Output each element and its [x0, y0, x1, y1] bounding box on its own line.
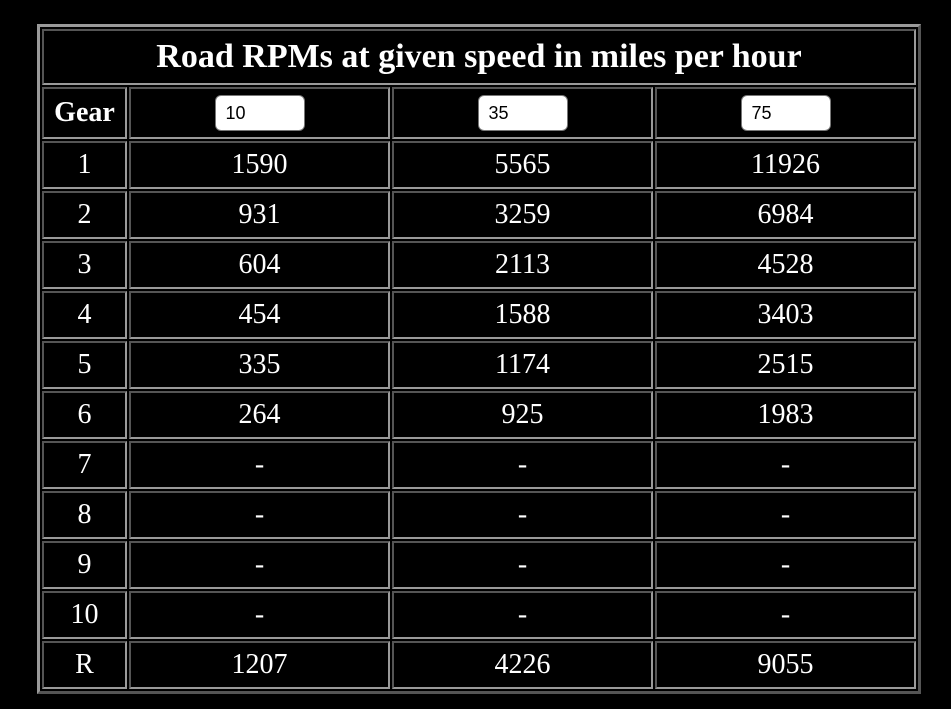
table-row: 10 - - -: [42, 591, 916, 639]
rpm-cell: 335: [129, 341, 390, 389]
table-row: 3 604 2113 4528: [42, 241, 916, 289]
speed-header-cell: [655, 87, 916, 139]
table-row: R 1207 4226 9055: [42, 641, 916, 689]
speed-input-3[interactable]: [740, 95, 831, 131]
rpm-table: Road RPMs at given speed in miles per ho…: [37, 24, 921, 694]
table-row: 5 335 1174 2515: [42, 341, 916, 389]
gear-cell: 2: [42, 191, 127, 239]
rpm-cell: 2515: [655, 341, 916, 389]
rpm-cell: 264: [129, 391, 390, 439]
rpm-cell: 1983: [655, 391, 916, 439]
table-row: 2 931 3259 6984: [42, 191, 916, 239]
rpm-cell: 454: [129, 291, 390, 339]
table-title: Road RPMs at given speed in miles per ho…: [42, 29, 916, 85]
gear-column-header: Gear: [42, 87, 127, 139]
rpm-cell: -: [392, 491, 653, 539]
rpm-cell: -: [392, 541, 653, 589]
rpm-cell: -: [392, 441, 653, 489]
speed-input-1[interactable]: [214, 95, 305, 131]
rpm-cell: 604: [129, 241, 390, 289]
gear-cell: 3: [42, 241, 127, 289]
rpm-cell: 3259: [392, 191, 653, 239]
rpm-cell: -: [129, 591, 390, 639]
rpm-cell: 4528: [655, 241, 916, 289]
rpm-cell: -: [129, 441, 390, 489]
table-row: 6 264 925 1983: [42, 391, 916, 439]
rpm-cell: 4226: [392, 641, 653, 689]
table-row: 9 - - -: [42, 541, 916, 589]
speed-header-cell: [129, 87, 390, 139]
speed-header-cell: [392, 87, 653, 139]
gear-cell: 9: [42, 541, 127, 589]
rpm-cell: 925: [392, 391, 653, 439]
rpm-cell: 5565: [392, 141, 653, 189]
gear-cell: 1: [42, 141, 127, 189]
rpm-cell: 2113: [392, 241, 653, 289]
gear-cell: 6: [42, 391, 127, 439]
rpm-cell: -: [655, 491, 916, 539]
rpm-cell: 1588: [392, 291, 653, 339]
table-row: 7 - - -: [42, 441, 916, 489]
rpm-cell: -: [129, 491, 390, 539]
rpm-cell: -: [655, 541, 916, 589]
table-row: 1 1590 5565 11926: [42, 141, 916, 189]
rpm-cell: -: [655, 441, 916, 489]
rpm-cell: 1207: [129, 641, 390, 689]
gear-cell: R: [42, 641, 127, 689]
rpm-cell: 931: [129, 191, 390, 239]
rpm-cell: -: [129, 541, 390, 589]
gear-cell: 5: [42, 341, 127, 389]
rpm-cell: 6984: [655, 191, 916, 239]
rpm-cell: -: [655, 591, 916, 639]
rpm-cell: 1174: [392, 341, 653, 389]
rpm-cell: 1590: [129, 141, 390, 189]
gear-cell: 4: [42, 291, 127, 339]
speed-input-2[interactable]: [477, 95, 568, 131]
rpm-cell: 11926: [655, 141, 916, 189]
gear-cell: 7: [42, 441, 127, 489]
gear-cell: 8: [42, 491, 127, 539]
table-row: 4 454 1588 3403: [42, 291, 916, 339]
rpm-cell: -: [392, 591, 653, 639]
rpm-cell: 9055: [655, 641, 916, 689]
table-row: 8 - - -: [42, 491, 916, 539]
gear-cell: 10: [42, 591, 127, 639]
rpm-cell: 3403: [655, 291, 916, 339]
